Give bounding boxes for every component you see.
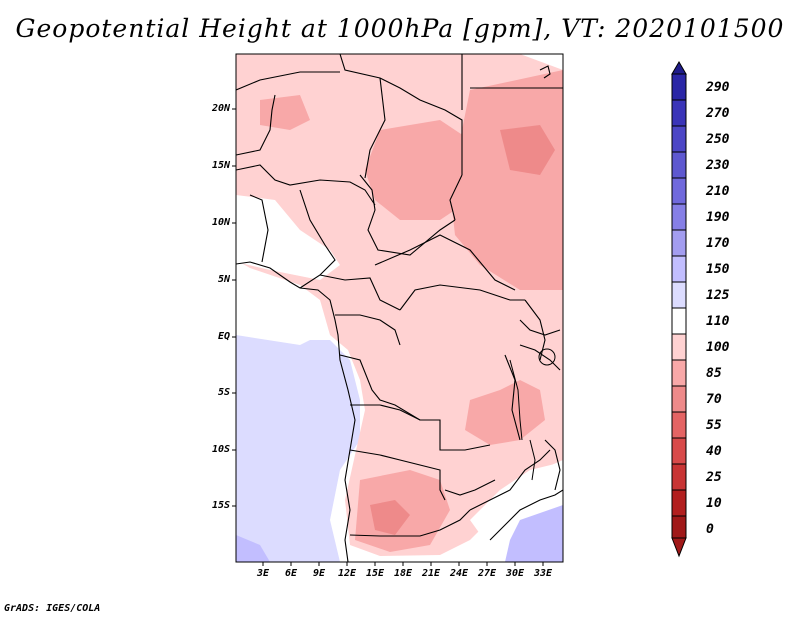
colorbar-label-25: 25 — [706, 470, 722, 485]
colorbar-label-170: 170 — [706, 236, 730, 251]
map-area — [236, 54, 563, 562]
lon-label-9e: 9E — [312, 568, 326, 579]
lat-label-10n: 10N — [211, 217, 230, 228]
lat-label-5n: 5N — [217, 274, 230, 285]
land-55-angola — [370, 500, 410, 535]
land-70-northwest — [260, 95, 310, 130]
lon-label-12e: 12E — [337, 568, 357, 579]
map-frame — [235, 53, 564, 563]
land-70-north — [365, 120, 470, 220]
lon-label-24e: 24E — [449, 568, 469, 579]
ocean-lower-southeast — [505, 505, 563, 562]
lon-label-30e: 30E — [505, 568, 525, 579]
land-70-congo — [465, 380, 545, 445]
lon-label-27e: 27E — [477, 568, 497, 579]
lon-label-6e: 6E — [284, 568, 298, 579]
lon-label-21e: 21E — [421, 568, 441, 579]
colorbar-label-85: 85 — [706, 366, 722, 381]
land-70-northeast — [450, 70, 563, 290]
lakes — [509, 348, 556, 481]
colorbar-label-190: 190 — [706, 210, 730, 225]
ocean-lower-southwest — [236, 535, 270, 562]
colorbar-label-0: 0 — [706, 522, 714, 537]
colorbar-label-55: 55 — [706, 418, 722, 433]
land-55-ethiopia — [500, 125, 555, 175]
map-title: Geopotential Height at 1000hPa [gpm], VT… — [15, 14, 785, 43]
colorbar-top-arrow — [671, 61, 687, 75]
colorbar-label-250: 250 — [706, 132, 730, 147]
colorbar-label-110: 110 — [706, 314, 730, 329]
country-borders — [236, 54, 563, 562]
lat-label-20n: 20N — [211, 103, 230, 114]
gulf-neutral — [236, 270, 330, 345]
colorbar-label-40: 40 — [706, 444, 722, 459]
colorbar-label-150: 150 — [706, 262, 730, 277]
colorbar-label-290: 290 — [706, 80, 730, 95]
lat-label-5s: 5S — [217, 387, 230, 398]
lon-label-3e: 3E — [256, 568, 270, 579]
colorbar-label-125: 125 — [706, 288, 730, 303]
lon-label-33e: 33E — [533, 568, 553, 579]
colorbar-bottom-arrow — [671, 537, 687, 558]
lat-label-15n: 15N — [211, 160, 230, 171]
colorbar-label-230: 230 — [706, 158, 730, 173]
lon-ticks — [262, 562, 544, 566]
land-white-patch-west — [236, 195, 340, 280]
colorbar-label-70: 70 — [706, 392, 722, 407]
colorbar-label-100: 100 — [706, 340, 730, 355]
lat-label-eq: EQ — [217, 331, 230, 342]
lat-ticks — [232, 108, 236, 507]
lat-label-15s: 15S — [211, 500, 230, 511]
lon-label-15e: 15E — [365, 568, 385, 579]
lat-label-10s: 10S — [211, 444, 230, 455]
colorbar-label-210: 210 — [706, 184, 730, 199]
grads-credit: GrADS: IGES/COLA — [4, 603, 101, 614]
colorbar-label-270: 270 — [706, 106, 730, 121]
colorbar — [671, 61, 687, 558]
lon-label-18e: 18E — [393, 568, 413, 579]
colorbar-label-10: 10 — [706, 496, 722, 511]
